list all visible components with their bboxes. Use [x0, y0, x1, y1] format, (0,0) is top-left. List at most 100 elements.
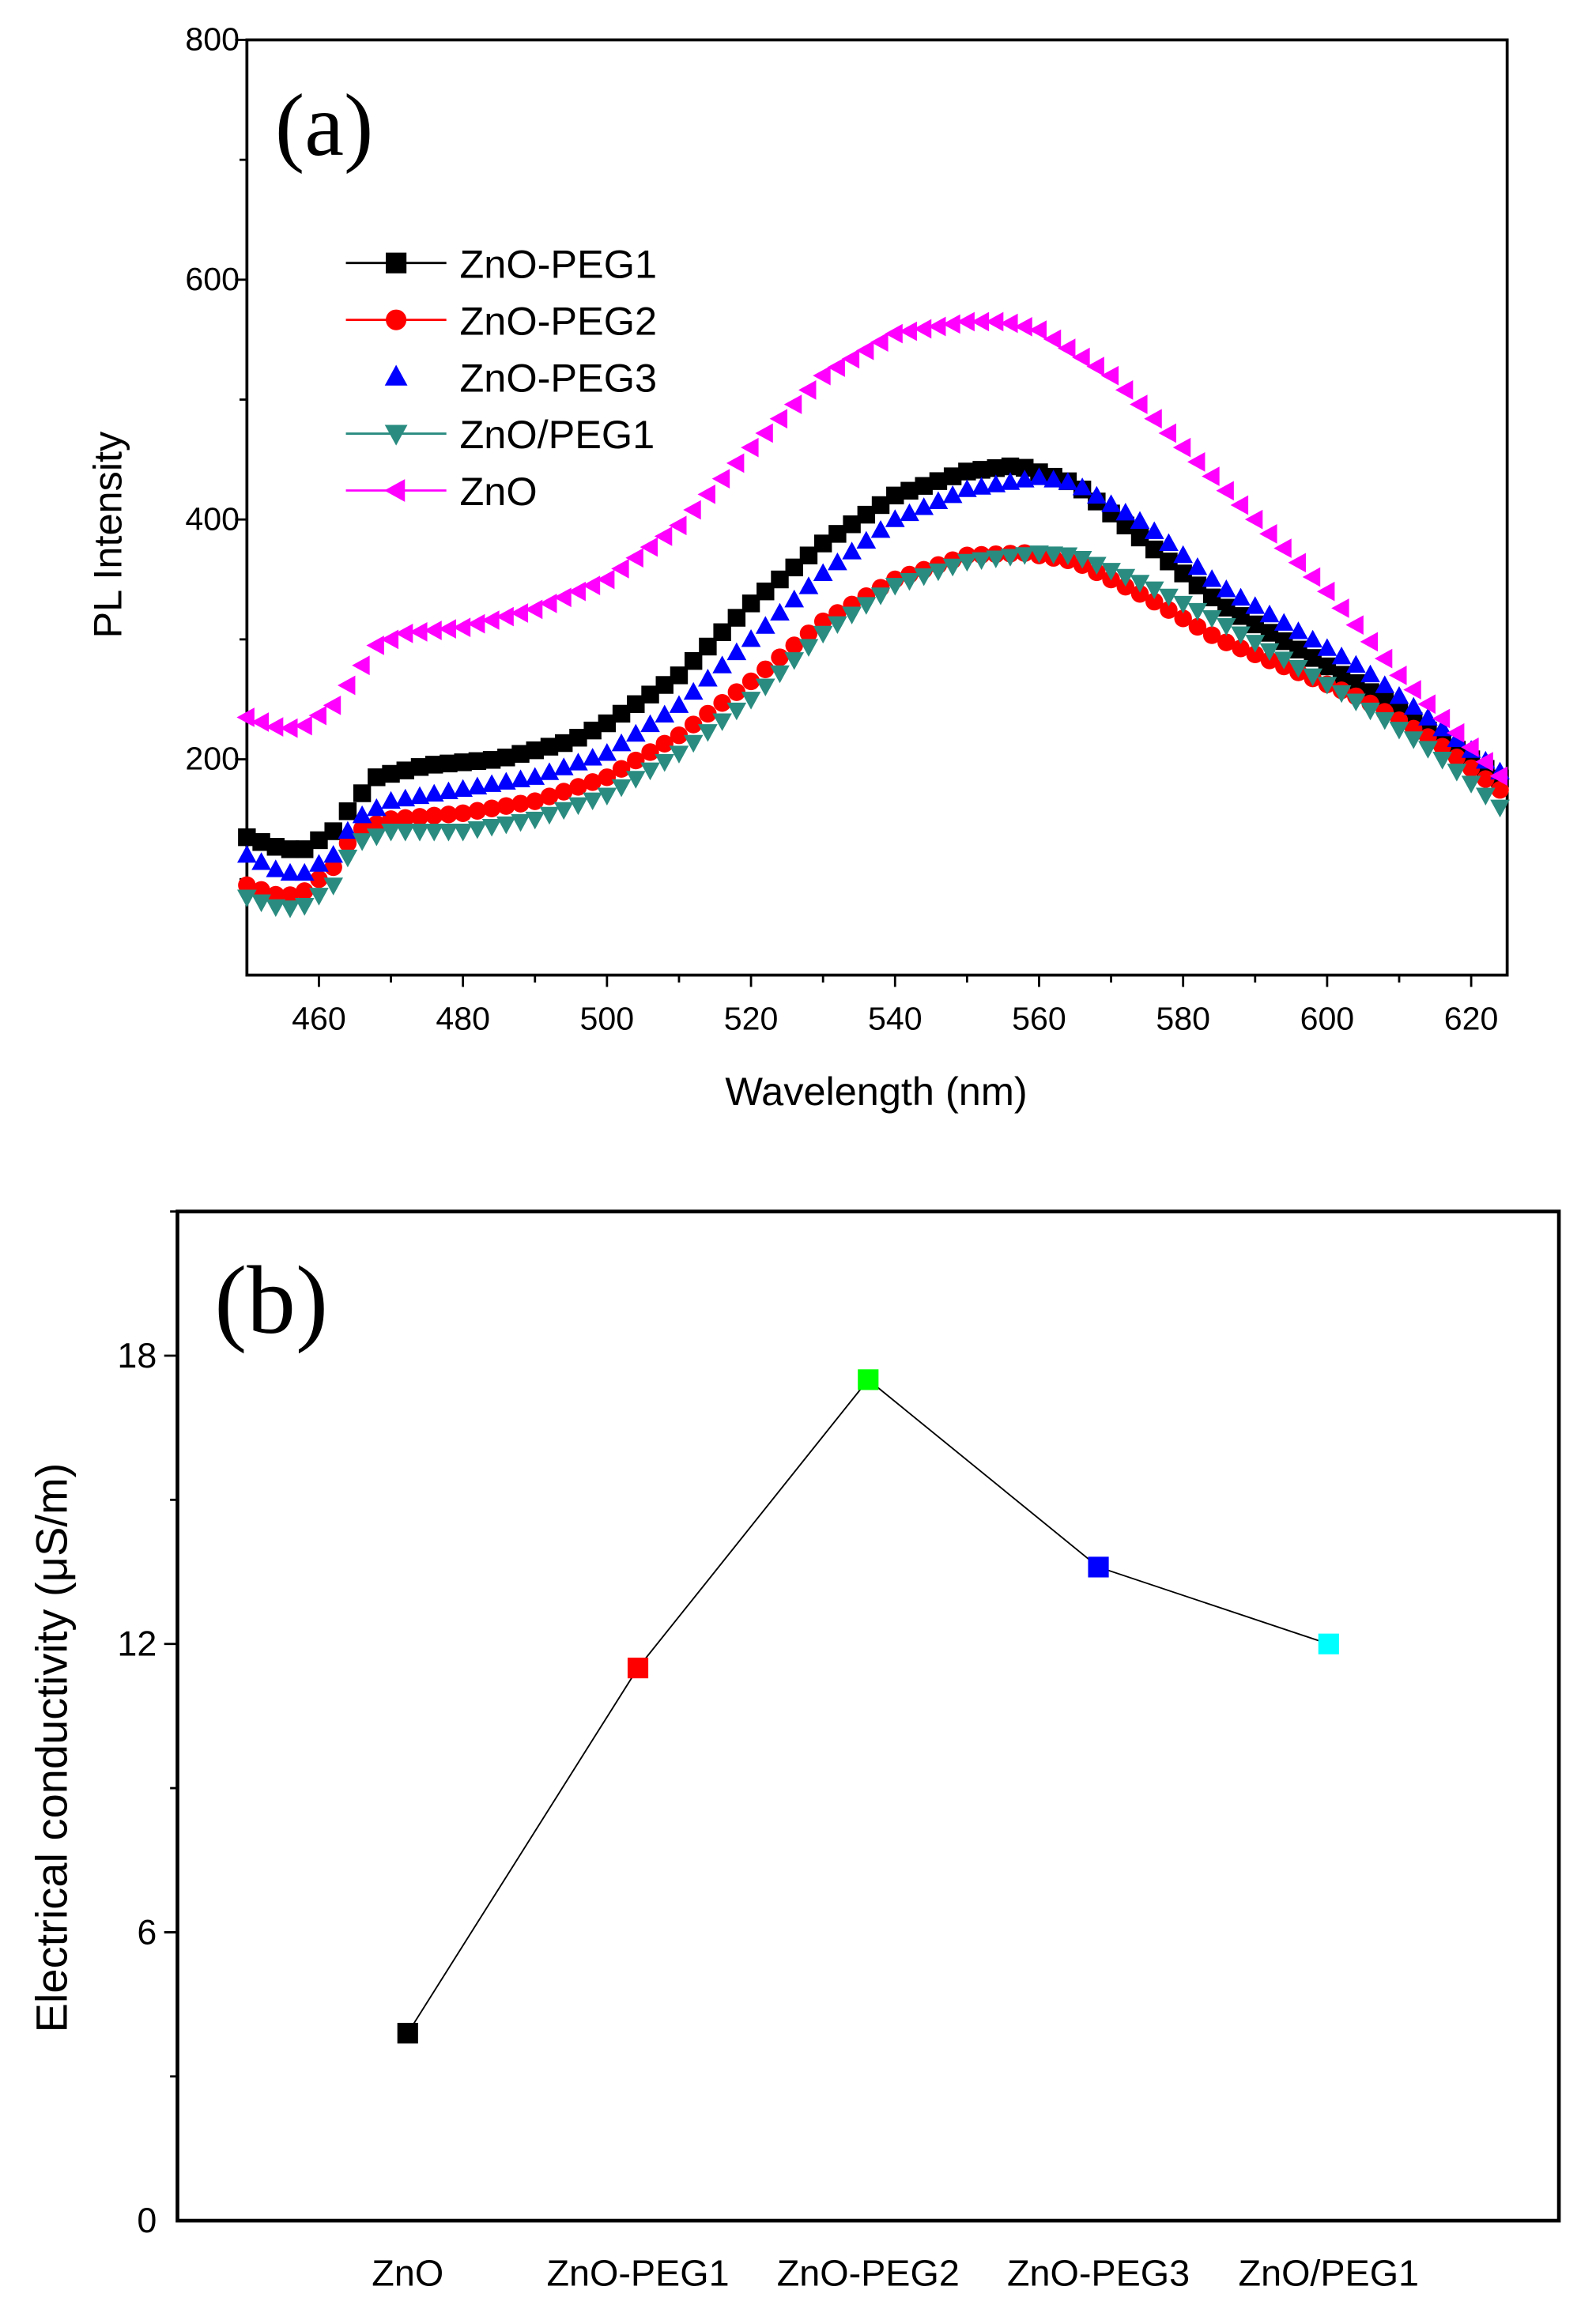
- data-point: [828, 525, 847, 543]
- data-point: [236, 707, 255, 727]
- data-point: [1115, 380, 1134, 400]
- data-point: [1489, 766, 1508, 787]
- data-point: [684, 651, 703, 670]
- data-point: [1403, 731, 1424, 749]
- data-point: [582, 575, 601, 595]
- data-point: [928, 563, 949, 582]
- data-point: [957, 479, 977, 497]
- data-point: [683, 500, 701, 520]
- data-point: [568, 753, 588, 771]
- data-point: [1389, 666, 1407, 685]
- data-point: [783, 394, 802, 414]
- data-point: [741, 594, 760, 613]
- data-point: [1360, 664, 1380, 683]
- legend-marker: [384, 364, 408, 386]
- data-point: [1461, 775, 1481, 794]
- data-point: [526, 792, 544, 810]
- data-point: [583, 721, 602, 740]
- data-point: [323, 844, 344, 863]
- data-point: [1101, 494, 1121, 512]
- data-point: [482, 799, 501, 817]
- data-point: [1187, 602, 1208, 621]
- data-point: [771, 570, 789, 589]
- data-point: [813, 612, 832, 631]
- data-point: [1100, 365, 1119, 386]
- data-point: [237, 844, 257, 863]
- series-zno-peg1: [237, 545, 1510, 919]
- data-point: [727, 683, 746, 701]
- data-point: [281, 840, 300, 858]
- data-point: [612, 704, 631, 723]
- data-point: [842, 541, 862, 560]
- data-point: [439, 824, 458, 842]
- data-point: [1217, 579, 1236, 598]
- data-point: [481, 610, 500, 630]
- x-tick-label-a: 540: [868, 1001, 923, 1037]
- data-point: [324, 858, 342, 877]
- data-point: [352, 833, 372, 851]
- data-point: [252, 881, 270, 900]
- data-point: [684, 715, 703, 734]
- series-zno: [236, 311, 1508, 787]
- x-tick-label-b: ZnO-PEG3: [1007, 2252, 1190, 2293]
- data-point: [611, 733, 632, 752]
- data-point: [511, 794, 530, 813]
- data-point: [382, 764, 400, 783]
- data-point: [957, 553, 977, 572]
- data-point: [569, 729, 587, 747]
- data-point: [410, 758, 429, 776]
- data-point: [1360, 702, 1380, 721]
- data-point: [641, 685, 659, 704]
- data-point: [1087, 556, 1107, 575]
- data-point: [1417, 694, 1436, 715]
- data-point: [1187, 556, 1208, 575]
- data-point: [1345, 655, 1366, 673]
- data-point: [265, 717, 284, 737]
- data-point: [640, 537, 658, 557]
- data-point: [1130, 575, 1150, 593]
- data-point: [482, 751, 501, 769]
- data-point: [323, 695, 341, 715]
- data-point: [886, 486, 904, 505]
- data-point: [1259, 604, 1280, 623]
- data-point: [654, 526, 673, 546]
- data-point: [468, 802, 487, 820]
- data-point: [856, 530, 877, 549]
- data-point: [1029, 467, 1049, 485]
- data-point: [481, 818, 502, 837]
- data-point: [698, 724, 718, 742]
- data-point: [569, 778, 587, 796]
- data-point: [381, 824, 401, 842]
- data-point: [755, 423, 773, 443]
- y-tick-label-a: 800: [185, 21, 240, 58]
- data-point: [266, 885, 285, 904]
- data-point: [611, 559, 629, 579]
- data-point: [525, 811, 545, 830]
- data-point: [410, 808, 429, 826]
- data-point: [583, 792, 602, 811]
- data-point: [1461, 738, 1479, 757]
- data-point: [1188, 617, 1207, 636]
- data-point: [583, 773, 602, 791]
- data-point: [368, 768, 386, 787]
- data-point: [958, 462, 976, 481]
- data-point: [1432, 708, 1451, 729]
- data-point: [798, 576, 819, 594]
- data-point: [266, 859, 286, 877]
- data-point: [1145, 540, 1164, 559]
- data-point: [1232, 639, 1250, 658]
- data-point: [956, 311, 975, 332]
- data-point: [885, 578, 905, 596]
- x-axis-title-a: Wavelength (nm): [725, 1069, 1027, 1114]
- data-point: [828, 552, 847, 571]
- data-point: [1317, 638, 1338, 656]
- x-tick-label-a: 580: [1156, 1001, 1210, 1037]
- data-point: [1490, 799, 1510, 818]
- data-point: [1202, 626, 1221, 644]
- data-point: [770, 602, 790, 621]
- data-point: [452, 617, 471, 638]
- data-point: [598, 714, 617, 733]
- data-point: [1028, 320, 1047, 340]
- data-point: [1043, 546, 1064, 564]
